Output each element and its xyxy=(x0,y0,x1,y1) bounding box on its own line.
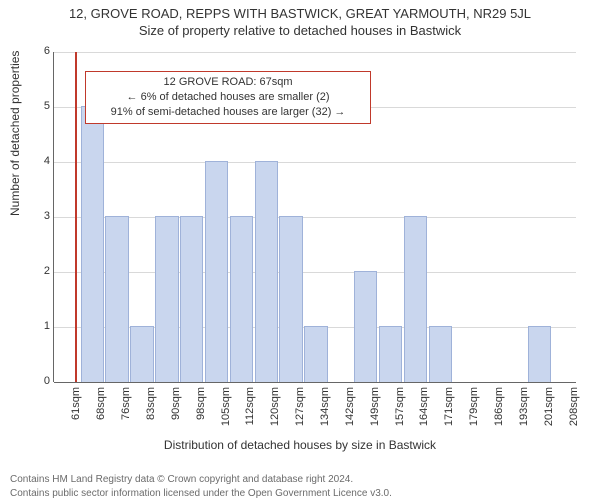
x-tick-label: 164sqm xyxy=(418,387,430,447)
footer-line-2: Contains public sector information licen… xyxy=(10,487,392,500)
histogram-bar xyxy=(379,326,402,382)
y-tick-label: 2 xyxy=(30,265,50,277)
x-tick-label: 157sqm xyxy=(394,387,406,447)
y-tick-label: 6 xyxy=(30,45,50,57)
grid-line xyxy=(54,162,576,163)
histogram-bar xyxy=(105,216,128,382)
x-tick-label: 142sqm xyxy=(344,387,356,447)
footer-line-1: Contains HM Land Registry data © Crown c… xyxy=(10,473,392,487)
annotation-line-2: ← 6% of detached houses are smaller (2) xyxy=(92,90,363,105)
histogram-bar xyxy=(230,216,253,382)
histogram-bar xyxy=(354,271,377,382)
x-tick-label: 179sqm xyxy=(468,387,480,447)
x-tick-label: 98sqm xyxy=(195,387,207,447)
x-tick-label: 193sqm xyxy=(518,387,530,447)
annotation-line-1: 12 GROVE ROAD: 67sqm xyxy=(92,75,363,90)
histogram-bar xyxy=(429,326,452,382)
histogram-bar xyxy=(130,326,153,382)
histogram-bar xyxy=(205,161,228,382)
y-axis-label: Number of detached properties xyxy=(8,51,22,216)
grid-line xyxy=(54,217,576,218)
annotation-line-3: 91% of semi-detached houses are larger (… xyxy=(92,105,363,120)
x-tick-label: 90sqm xyxy=(170,387,182,447)
y-tick-label: 3 xyxy=(30,210,50,222)
x-tick-label: 201sqm xyxy=(543,387,555,447)
grid-line xyxy=(54,272,576,273)
footer-attribution: Contains HM Land Registry data © Crown c… xyxy=(10,473,392,500)
histogram-bar xyxy=(255,161,278,382)
x-tick-label: 105sqm xyxy=(220,387,232,447)
x-tick-label: 68sqm xyxy=(95,387,107,447)
y-tick-label: 5 xyxy=(30,100,50,112)
x-tick-label: 76sqm xyxy=(120,387,132,447)
x-tick-label: 171sqm xyxy=(443,387,455,447)
x-tick-label: 208sqm xyxy=(568,387,580,447)
plot-area: 12 GROVE ROAD: 67sqm← 6% of detached hou… xyxy=(54,52,576,382)
annotation-box: 12 GROVE ROAD: 67sqm← 6% of detached hou… xyxy=(85,71,370,124)
x-tick-label: 83sqm xyxy=(145,387,157,447)
chart-container: 12, GROVE ROAD, REPPS WITH BASTWICK, GRE… xyxy=(0,6,600,500)
histogram-bar xyxy=(180,216,203,382)
histogram-bar xyxy=(404,216,427,382)
x-tick-label: 186sqm xyxy=(493,387,505,447)
x-tick-label: 61sqm xyxy=(70,387,82,447)
chart-title-sub: Size of property relative to detached ho… xyxy=(0,23,600,38)
x-tick-label: 134sqm xyxy=(319,387,331,447)
histogram-bar xyxy=(155,216,178,382)
x-axis-line xyxy=(54,382,576,383)
x-tick-label: 127sqm xyxy=(294,387,306,447)
chart-title-main: 12, GROVE ROAD, REPPS WITH BASTWICK, GRE… xyxy=(0,6,600,21)
y-tick-label: 0 xyxy=(30,375,50,387)
x-tick-label: 120sqm xyxy=(269,387,281,447)
y-tick-label: 1 xyxy=(30,320,50,332)
histogram-bar xyxy=(528,326,551,382)
y-tick-label: 4 xyxy=(30,155,50,167)
histogram-bar xyxy=(304,326,327,382)
property-marker-line xyxy=(75,52,77,382)
x-tick-label: 112sqm xyxy=(244,387,256,447)
histogram-bar xyxy=(81,106,104,382)
x-tick-label: 149sqm xyxy=(369,387,381,447)
histogram-bar xyxy=(279,216,302,382)
grid-line xyxy=(54,52,576,53)
